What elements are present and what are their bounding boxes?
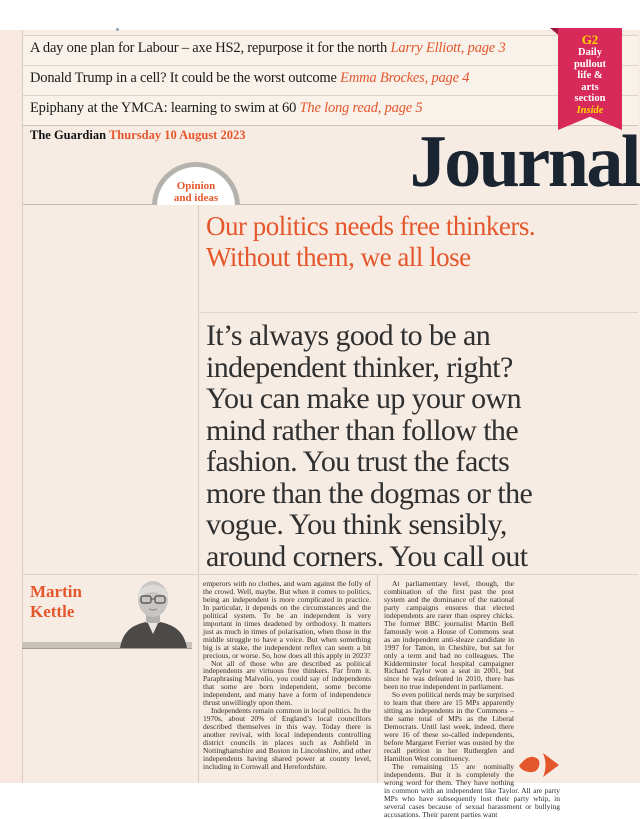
edition-date: Thursday 10 August 2023 — [108, 128, 246, 142]
ribbon-line: Daily — [578, 47, 602, 58]
registration-dot — [116, 28, 119, 31]
body-paragraph: So even political nerds may be surprised… — [384, 690, 514, 763]
teaser-panel — [23, 35, 638, 125]
left-margin-strip — [0, 30, 22, 783]
teaser-text: A day one plan for Labour – axe HS2, rep… — [30, 40, 391, 56]
standfirst-line: fashion. You trust the facts — [206, 445, 510, 478]
teaser-rule-bottom — [22, 125, 638, 126]
standfirst-line: It’s always good to be an — [206, 319, 491, 352]
section-badge-label: and ideas — [173, 192, 219, 204]
masthead-rule — [22, 204, 638, 205]
body-paragraph: Independents remain common in local poli… — [203, 706, 371, 771]
teaser-text: Epiphany at the YMCA: learning to swim a… — [30, 100, 300, 116]
ribbon-g2-label: G2 — [581, 32, 599, 47]
continue-arrow-icon — [519, 753, 559, 777]
byline-first-name: Martin — [30, 582, 82, 601]
body-paragraph: emperors with no clothes, and warn again… — [203, 579, 371, 660]
teaser-rule-top — [22, 35, 638, 36]
teaser-page-ref[interactable]: Larry Elliott, page 3 — [390, 40, 506, 56]
body-paragraph: At parliamentary level, though, the comb… — [384, 579, 514, 692]
ribbon-line: life & — [577, 70, 603, 81]
body-column-1: emperors with no clothes, and warn again… — [203, 580, 371, 771]
teaser-page-ref[interactable]: Emma Brockes, page 4 — [340, 70, 470, 86]
article-standfirst: It’s always good to be an independent th… — [206, 319, 533, 573]
section-badge-label: Opinion — [176, 180, 216, 192]
byline-last-name: Kettle — [30, 602, 75, 621]
standfirst-line: more than the dogmas or the — [206, 476, 533, 510]
publication-name: The Guardian — [30, 128, 107, 142]
dateline: The Guardian Thursday 10 August 2023 — [30, 128, 245, 143]
teaser-item: Epiphany at the YMCA: learning to swim a… — [30, 100, 555, 126]
paper-background — [0, 30, 640, 783]
ribbon-fold — [550, 28, 562, 38]
masthead-title: Journal — [409, 121, 640, 203]
standfirst-line: mind rather than follow the — [206, 413, 519, 447]
body-column-2: At parliamentary level, though, the comb… — [384, 580, 560, 819]
ribbon-line: section — [574, 93, 606, 104]
g2-pullout-ribbon: G2 Daily pullout life & arts section Ins… — [558, 28, 622, 130]
byline-footer-bar — [22, 642, 192, 649]
teaser-item: A day one plan for Labour – axe HS2, rep… — [30, 40, 555, 66]
ribbon-line: arts — [581, 81, 599, 93]
ribbon-line: pullout — [573, 58, 607, 70]
standfirst-line: vogue. You think sensibly, — [206, 508, 507, 541]
article-headline: Our politics needs free thinkers. Withou… — [206, 211, 536, 273]
body-column-divider — [377, 574, 378, 783]
headline-line: Without them, we all lose — [206, 242, 471, 272]
continue-arrow[interactable] — [518, 750, 560, 780]
body-top-rule — [22, 574, 638, 575]
left-column-rule — [22, 30, 23, 783]
teaser-item: Donald Trump in a cell? It could be the … — [30, 70, 555, 96]
headline-rule — [198, 312, 638, 313]
author-photo-illustration — [120, 581, 187, 648]
headline-line: Our politics needs free thinkers. — [206, 211, 536, 241]
body-paragraph: Not all of those who are described as po… — [203, 658, 371, 708]
section-badge: Opinion and ideas — [152, 160, 240, 205]
teaser-rule-1 — [22, 65, 638, 66]
ribbon-inside-label: Inside — [576, 104, 604, 116]
teaser-text: Donald Trump in a cell? It could be the … — [30, 70, 341, 86]
teaser-page-ref[interactable]: The long read, page 5 — [299, 100, 423, 116]
teaser-rule-2 — [22, 95, 638, 96]
byline: Martin Kettle — [30, 582, 82, 622]
standfirst-line: You can make up your own — [206, 382, 522, 415]
main-column-rule — [198, 204, 199, 783]
author-photo — [114, 576, 192, 648]
standfirst-line: independent thinker, right? — [206, 350, 513, 384]
section-badge-circle: Opinion and ideas — [152, 162, 240, 205]
standfirst-line: around corners. You call out — [206, 539, 528, 573]
